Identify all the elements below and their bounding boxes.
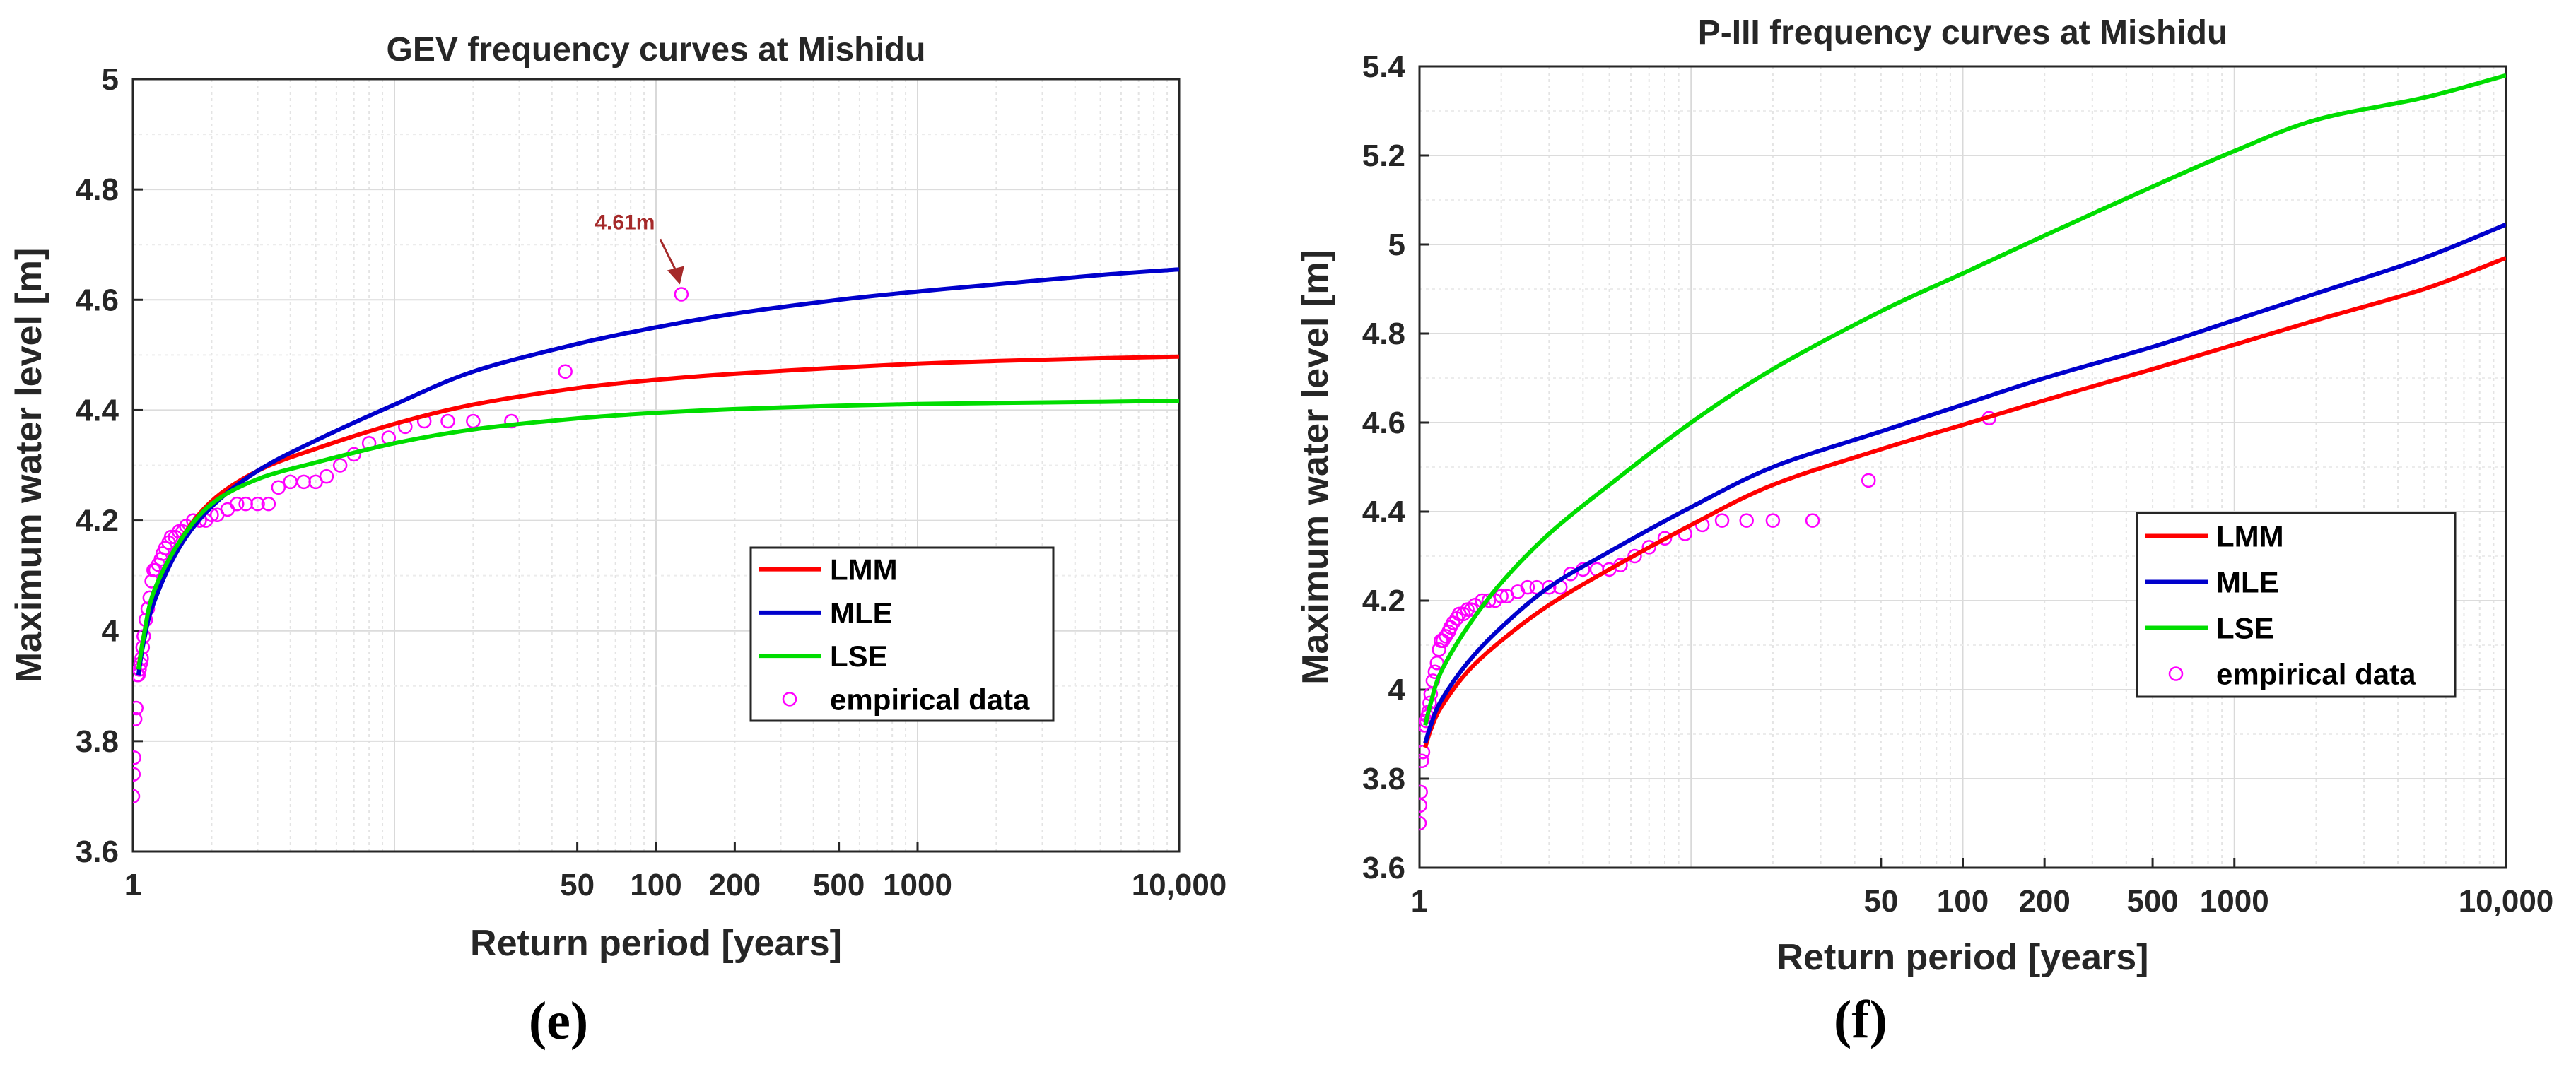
y-tick-label: 4.6 xyxy=(1362,406,1405,440)
empirical-point xyxy=(1861,473,1876,488)
x-tick-label: 1000 xyxy=(2200,884,2269,919)
x-tick-label: 50 xyxy=(1863,884,1898,919)
series-line-lmm xyxy=(1423,256,2506,748)
y-tick-label: 4.8 xyxy=(76,172,119,207)
y-tick-label: 3.8 xyxy=(1362,762,1405,796)
y-tick-label: 4.2 xyxy=(1362,584,1405,618)
y-tick-label: 5 xyxy=(1388,228,1405,262)
series-group xyxy=(133,267,1179,804)
series-line-lse xyxy=(1423,73,2506,726)
x-tick-label: 50 xyxy=(560,868,595,902)
x-tick-label: 10,000 xyxy=(2459,884,2554,919)
empirical-point xyxy=(1641,540,1656,555)
empirical-point xyxy=(558,364,573,379)
legend-label: empirical data xyxy=(830,683,1030,716)
chart-p3: 1 50 100 200 500 1000 10,000 3.6 3.8 4 4.2 4.4 4.6 4.… xyxy=(1295,14,2553,1049)
x-tick-label: 200 xyxy=(2018,884,2070,919)
x-tick-label: 100 xyxy=(630,868,681,902)
series-group xyxy=(1419,73,2506,831)
empirical-point xyxy=(133,700,144,716)
empirical-point xyxy=(504,413,519,429)
x-tick-label: 200 xyxy=(709,868,761,902)
legend-label: LMM xyxy=(830,553,898,586)
legend-label: MLE xyxy=(830,596,893,630)
chart-title: GEV frequency curves at Mishidu xyxy=(387,31,926,69)
empirical-point xyxy=(319,468,334,484)
y-tick-label: 4.8 xyxy=(1362,317,1405,351)
legend-box xyxy=(749,546,1055,722)
y-axis-label: Maximum water level [m] xyxy=(8,248,49,683)
y-tick-label: 4.6 xyxy=(76,283,119,317)
x-tick-label: 500 xyxy=(2126,884,2178,919)
empirical-point xyxy=(1419,815,1427,831)
annotation-arrowhead xyxy=(667,266,684,285)
y-tick-label: 3.6 xyxy=(1362,851,1405,885)
legend-label: empirical data xyxy=(2216,658,2416,691)
empirical-point xyxy=(1432,642,1446,657)
y-tick-label: 4 xyxy=(102,614,119,649)
empirical-point xyxy=(1563,566,1579,582)
empirical-point xyxy=(133,750,141,765)
x-tick-label: 1 xyxy=(1411,884,1428,919)
y-tick-label: 4.4 xyxy=(76,393,119,428)
empirical-point xyxy=(261,496,276,512)
empirical-point xyxy=(1805,513,1820,528)
x-tick-label: 500 xyxy=(813,868,865,902)
legend-label: LSE xyxy=(830,639,888,673)
series-line-mle xyxy=(1423,222,2506,744)
y-tick-label: 4 xyxy=(1388,673,1406,707)
y-tick-label: 5.4 xyxy=(1362,49,1406,84)
legend-marker xyxy=(2168,666,2184,681)
empirical-point xyxy=(1419,753,1429,769)
x-tick-label: 10,000 xyxy=(1132,868,1227,902)
empirical-point xyxy=(1542,579,1557,595)
x-axis-label: Return period [years] xyxy=(1777,937,2149,978)
panel-caption: (f) xyxy=(1834,990,1887,1049)
x-tick-label: 100 xyxy=(1937,884,1989,919)
empirical-point xyxy=(1765,513,1781,528)
y-tick-label: 4.2 xyxy=(76,504,119,538)
chart-title: P-III frequency curves at Mishidu xyxy=(1698,14,2228,52)
empirical-point xyxy=(1419,744,1431,760)
x-axis-label: Return period [years] xyxy=(470,923,842,964)
series-line-lse xyxy=(136,399,1179,670)
empirical-point xyxy=(332,458,348,473)
series-line-mle xyxy=(136,267,1179,676)
annotation-label: 4.61m xyxy=(595,211,655,234)
panel-caption: (e) xyxy=(529,991,588,1051)
y-axis-label: Maximum water level [m] xyxy=(1295,249,1336,685)
empirical-point xyxy=(133,712,143,726)
y-tick-label: 5 xyxy=(102,62,119,97)
empirical-point xyxy=(133,789,141,804)
empirical-point xyxy=(1419,784,1428,800)
empirical-point xyxy=(271,480,286,495)
empirical-point xyxy=(1456,606,1471,622)
empirical-point xyxy=(1520,579,1535,595)
empirical-point xyxy=(1657,531,1673,546)
empirical-point xyxy=(1460,602,1475,617)
legend-label: MLE xyxy=(2216,566,2279,599)
empirical-point xyxy=(1494,589,1509,603)
empirical-point xyxy=(674,287,689,302)
y-tick-label: 5.2 xyxy=(1362,138,1405,173)
y-tick-label: 4.4 xyxy=(1362,495,1406,529)
empirical-point xyxy=(1481,593,1497,608)
empirical-point xyxy=(1714,513,1730,528)
legend-marker xyxy=(782,692,797,707)
empirical-point xyxy=(133,767,141,782)
empirical-point xyxy=(250,496,265,512)
legend-box xyxy=(2136,512,2457,698)
empirical-point xyxy=(440,413,455,429)
empirical-point xyxy=(229,496,245,512)
x-tick-label: 1 xyxy=(124,868,141,902)
x-tick-label: 1000 xyxy=(883,868,952,902)
empirical-point xyxy=(1739,513,1754,528)
empirical-point xyxy=(1627,548,1642,564)
y-tick-label: 3.6 xyxy=(76,835,119,869)
y-tick-label: 3.8 xyxy=(76,724,119,759)
legend-label: LMM xyxy=(2216,520,2284,553)
legend-label: LSE xyxy=(2216,612,2274,645)
chart-gev: 1 50 100 200 500 1000 10,000 3.6 3.8 4 4.2 4.4 4.6 4.… xyxy=(8,31,1226,1051)
